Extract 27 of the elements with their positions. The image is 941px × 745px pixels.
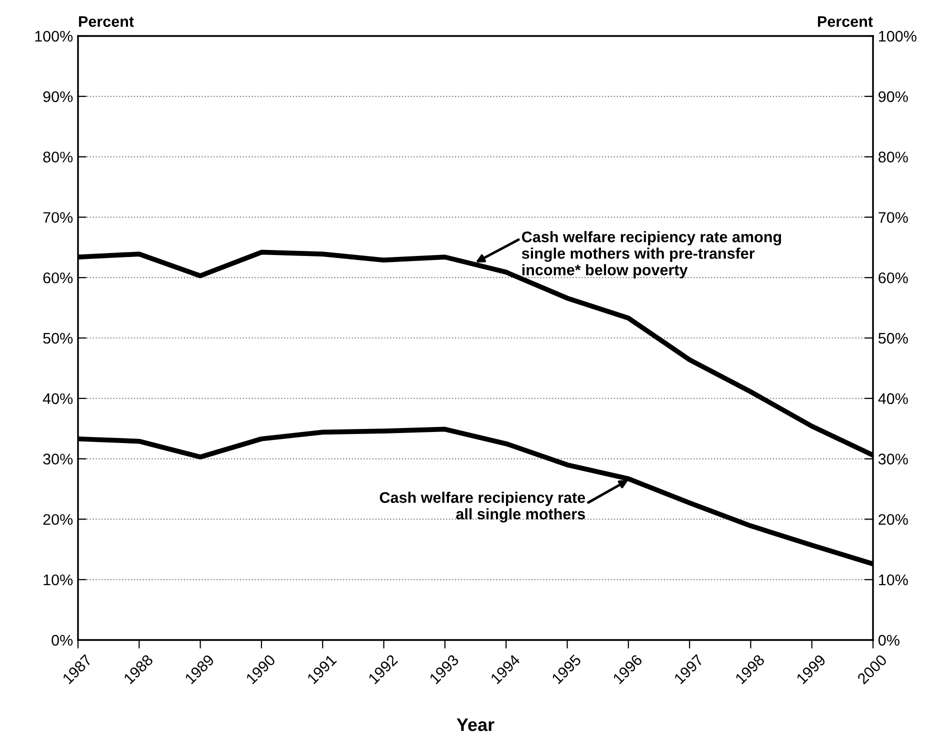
y-tick-label: 60%	[43, 272, 73, 284]
y-tick-label: 70%	[43, 212, 73, 223]
y-tick-label: 80%	[43, 152, 73, 162]
y2-tick-label: 40%	[878, 393, 908, 404]
y2-tick-label: 80%	[878, 152, 908, 162]
y2-tick-label: 90%	[878, 91, 908, 102]
y2-axis-title: Percent	[818, 16, 873, 27]
y2-tick-label: 60%	[878, 272, 908, 284]
y-tick-label: 50%	[43, 332, 73, 344]
y-tick-label: 40%	[42, 393, 73, 404]
y2-tick-label: 20%	[878, 514, 908, 525]
y2-tick-label: 70%	[878, 212, 908, 223]
x-axis-title: Year	[456, 718, 494, 732]
y-tick-label: 100%	[35, 30, 73, 42]
annotation: Cash welfare recipiency rate all single mothers	[380, 492, 586, 522]
y2-tick-label: 0%	[878, 634, 900, 646]
y2-tick-label: 50%	[878, 332, 908, 344]
annotation: Cash welfare recipiency rate among single mothers with pre-transfer income* below poverty	[522, 231, 782, 278]
y-tick-label: 30%	[43, 454, 73, 464]
y-tick-label: 20%	[43, 514, 73, 525]
y-tick-label: 0%	[52, 634, 73, 646]
y2-tick-label: 100%	[879, 30, 916, 42]
y-axis-title: Percent	[79, 16, 134, 27]
y2-tick-label: 30%	[878, 454, 908, 464]
y-tick-label: 90%	[43, 91, 73, 102]
y2-tick-label: 10%	[879, 574, 908, 586]
y-tick-label: 10%	[44, 574, 73, 586]
